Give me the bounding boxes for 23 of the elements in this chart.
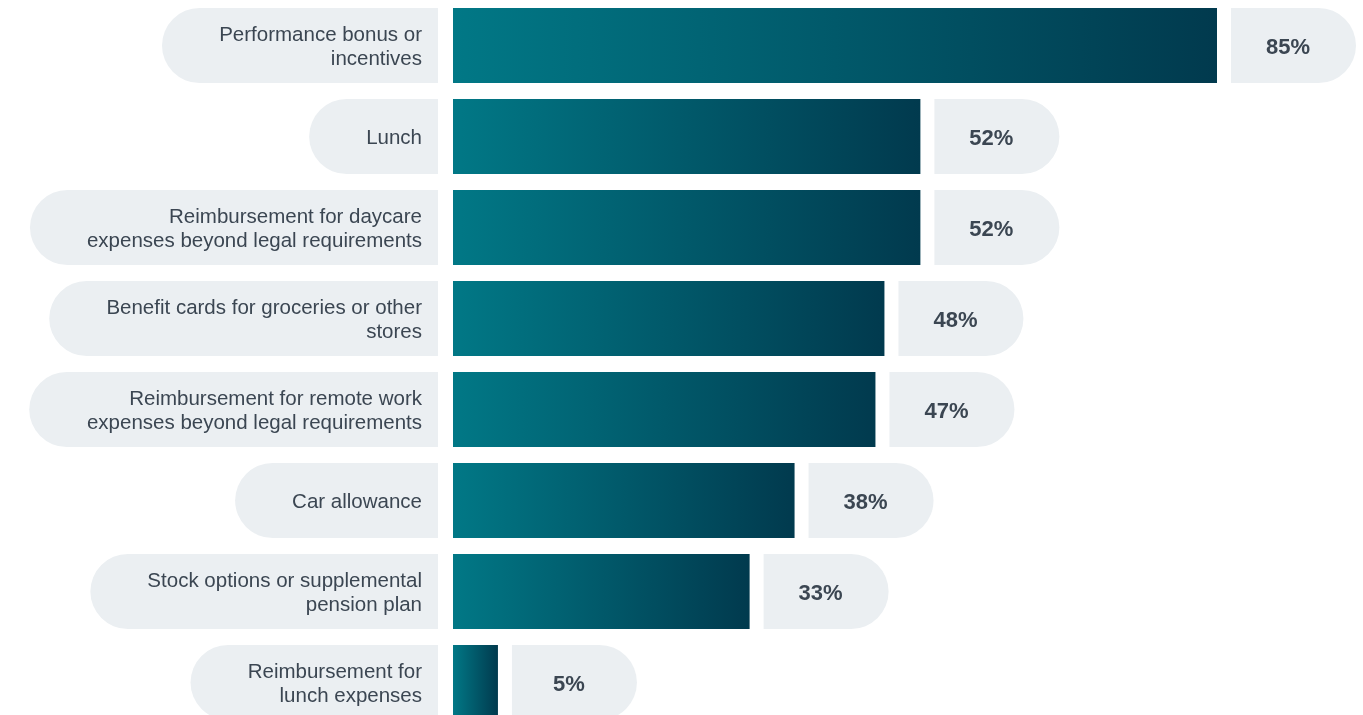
y-tick-label: Reimbursement for remote work expenses beyond legal requirements [86,385,423,433]
bar [453,372,876,447]
data-label: 52% [969,124,1014,150]
data-label: 48% [933,306,978,332]
bar [453,554,750,629]
bar [453,99,921,174]
data-label: 38% [843,488,888,514]
y-tick-label: Stock options or supplemental pension plan [147,567,422,615]
data-label: 52% [969,215,1014,241]
y-tick-label: Lunch [366,124,422,148]
y-tick-label: Performance bonus or incentives [219,21,423,69]
y-tick-label: Benefit cards for groceries or other stores [106,294,423,342]
y-tick-label: Reimbursement for lunch expenses [247,658,423,706]
bar [453,281,885,356]
data-label: 5% [553,670,585,696]
bar [453,190,921,265]
bar [453,463,795,538]
data-label: 85% [1265,33,1311,59]
y-tick-label: Car allowance [292,488,422,512]
data-label: 47% [924,397,969,423]
data-label: 33% [798,579,843,605]
bar [453,8,1217,83]
y-tick-label: Reimbursement for daycare expenses beyond legal requirements [86,203,422,251]
